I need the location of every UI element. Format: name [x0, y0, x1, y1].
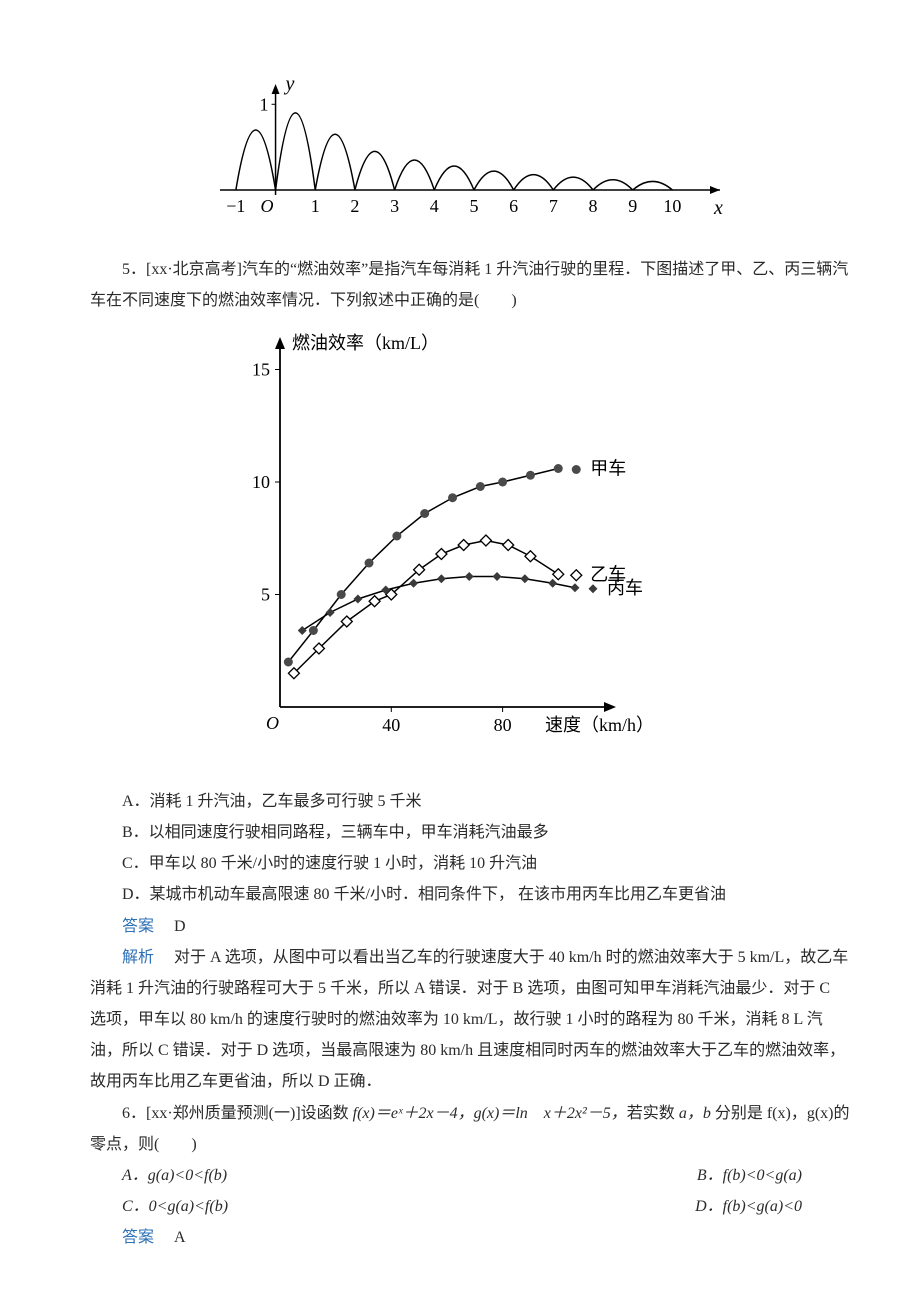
svg-text:7: 7 — [549, 196, 558, 216]
figure-1: y x 1 O −1 1 2 3 4 5 6 7 8 9 10 — [90, 70, 850, 236]
svg-text:8: 8 — [589, 196, 598, 216]
q6-answer-letter: A — [174, 1229, 186, 1246]
answer-label-2: 答案 — [122, 1229, 154, 1246]
q5-analysis-text: 对于 A 选项，从图中可以看出当乙车的行驶速度大于 40 km/h 时的燃油效率… — [90, 949, 848, 1091]
svg-text:80: 80 — [494, 715, 512, 735]
analysis-label: 解析 — [122, 949, 154, 966]
spacer — [158, 949, 174, 966]
svg-text:3: 3 — [390, 196, 399, 216]
svg-text:2: 2 — [350, 196, 359, 216]
q5-answer: 答案 D — [90, 911, 850, 942]
svg-text:甲车: 甲车 — [590, 458, 626, 478]
q5-option-c: C．甲车以 80 千米/小时的速度行驶 1 小时，消耗 10 升汽油 — [90, 848, 850, 879]
svg-text:燃油效率（km/L）: 燃油效率（km/L） — [292, 333, 439, 353]
q5-option-b: B．以相同速度行驶相同路程，三辆车中，甲车消耗汽油最多 — [90, 817, 850, 848]
svg-text:5: 5 — [261, 584, 270, 604]
q5-answer-letter: D — [174, 918, 186, 935]
svg-text:y: y — [284, 73, 295, 95]
svg-text:40: 40 — [382, 715, 400, 735]
svg-text:速度（km/h）: 速度（km/h） — [545, 715, 654, 735]
q6-options-row2: C．0<g(a)<f(b) D．f(b)<g(a)<0 — [90, 1191, 850, 1222]
q5-option-a: A．消耗 1 升汽油，乙车最多可行驶 5 千米 — [90, 786, 850, 817]
fig1-svg: y x 1 O −1 1 2 3 4 5 6 7 8 9 10 — [210, 70, 730, 225]
svg-text:1: 1 — [311, 196, 320, 216]
q6-stem: 6．[xx·郑州质量预测(一)]设函数 f(x)＝eˣ＋2x－4，g(x)＝ln… — [90, 1098, 850, 1160]
svg-text:O: O — [261, 196, 274, 216]
svg-text:O: O — [266, 713, 279, 733]
q6-option-d: D．f(b)<g(a)<0 — [695, 1191, 802, 1222]
q5-option-d: D．某城市机动车最高限速 80 千米/小时．相同条件下， 在该市用丙车比用乙车更… — [90, 879, 850, 910]
q6-answer: 答案 A — [90, 1222, 850, 1253]
q6-option-c: C．0<g(a)<f(b) — [122, 1191, 228, 1222]
svg-text:5: 5 — [469, 196, 478, 216]
q5-answer-value — [158, 918, 174, 935]
q6-math-2: a，b — [679, 1105, 711, 1122]
answer-label: 答案 — [122, 918, 154, 935]
figure-2: 510154080O燃油效率（km/L）速度（km/h）甲车乙车丙车 — [90, 327, 850, 768]
spacer2 — [158, 1229, 174, 1246]
svg-text:15: 15 — [252, 359, 270, 379]
svg-text:−1: −1 — [226, 196, 245, 216]
svg-text:1: 1 — [260, 94, 269, 114]
q6-option-b: B．f(b)<0<g(a) — [697, 1160, 802, 1191]
q6-stem-mid: 若实数 — [627, 1105, 679, 1122]
svg-text:丙车: 丙车 — [607, 577, 643, 597]
svg-text:10: 10 — [252, 472, 270, 492]
q6-stem-prefix: 6．[xx·郑州质量预测(一)]设函数 — [122, 1105, 353, 1122]
svg-text:x: x — [713, 197, 723, 219]
q5-analysis: 解析 对于 A 选项，从图中可以看出当乙车的行驶速度大于 40 km/h 时的燃… — [90, 942, 850, 1098]
fig2-svg: 510154080O燃油效率（km/L）速度（km/h）甲车乙车丙车 — [220, 327, 720, 757]
svg-text:6: 6 — [509, 196, 518, 216]
svg-text:4: 4 — [430, 196, 439, 216]
q6-math-1: f(x)＝eˣ＋2x－4，g(x)＝ln x＋2x²－5， — [353, 1105, 627, 1122]
svg-text:10: 10 — [663, 196, 681, 216]
q5-stem: 5．[xx·北京高考]汽车的“燃油效率”是指汽车每消耗 1 升汽油行驶的里程．下… — [90, 254, 850, 316]
q6-option-a: A．g(a)<0<f(b) — [122, 1160, 227, 1191]
q6-options-row1: A．g(a)<0<f(b) B．f(b)<0<g(a) — [90, 1160, 850, 1191]
svg-text:9: 9 — [628, 196, 637, 216]
